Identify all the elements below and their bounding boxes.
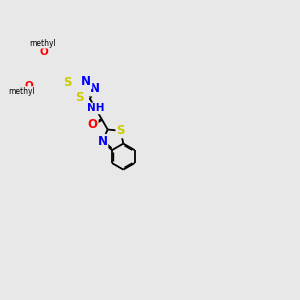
- Text: methyl: methyl: [9, 87, 35, 96]
- Text: N: N: [98, 135, 107, 148]
- Text: N: N: [81, 75, 92, 88]
- Text: O: O: [88, 118, 98, 130]
- Text: S: S: [116, 124, 125, 137]
- Text: S: S: [63, 76, 71, 89]
- Text: O: O: [40, 46, 48, 56]
- Text: methyl: methyl: [30, 39, 56, 48]
- Text: NH: NH: [87, 103, 104, 113]
- Text: N: N: [89, 82, 100, 95]
- Text: O: O: [24, 81, 33, 92]
- Text: S: S: [75, 91, 83, 104]
